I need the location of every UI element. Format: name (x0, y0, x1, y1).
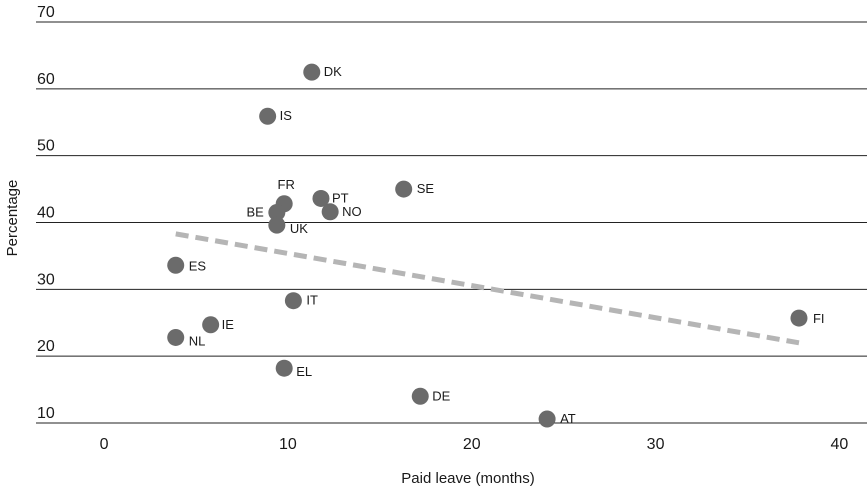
y-axis-title: Percentage (4, 180, 21, 257)
point-pt (312, 189, 330, 207)
point-label-at: AT (560, 411, 576, 426)
point-nl (167, 328, 185, 346)
point-uk (268, 216, 286, 234)
point-label-is: IS (280, 108, 293, 123)
point-ie (202, 316, 220, 334)
point-label-ie: IE (222, 317, 235, 332)
point-el (275, 359, 293, 377)
point-label-fr: FR (278, 177, 295, 192)
y-tick-label: 10 (37, 405, 55, 422)
y-tick-labels: 10 20 30 40 50 60 70 (37, 4, 55, 422)
point-dk (303, 63, 321, 81)
point-label-fi: FI (813, 311, 825, 326)
y-tick-label: 50 (37, 138, 55, 155)
point-label-es: ES (189, 258, 207, 273)
point-es (167, 256, 185, 274)
x-tick-label: 20 (463, 436, 481, 453)
x-tick-label: 0 (100, 436, 109, 453)
point-be (268, 203, 286, 221)
point-is (259, 107, 277, 125)
x-tick-label: 10 (279, 436, 297, 453)
y-tick-label: 70 (37, 4, 55, 21)
points-layer (167, 63, 808, 428)
point-it (284, 292, 302, 310)
point-no (321, 203, 339, 221)
grid-layer (36, 21, 867, 424)
point-label-be: BE (246, 204, 264, 219)
x-tick-label: 40 (831, 436, 849, 453)
y-tick-label: 20 (37, 338, 55, 355)
point-at (538, 410, 556, 428)
point-se (395, 180, 413, 198)
x-axis-title: Paid leave (months) (401, 470, 534, 487)
point-label-it: IT (306, 293, 318, 308)
trend-line (175, 231, 800, 346)
x-tick-labels: 0 10 20 30 40 (100, 436, 849, 453)
point-de (411, 387, 429, 405)
point-label-no: NO (342, 204, 362, 219)
y-tick-label: 60 (37, 71, 55, 88)
point-label-nl: NL (189, 333, 206, 348)
point-label-dk: DK (324, 64, 342, 79)
x-tick-label: 30 (647, 436, 665, 453)
point-label-pt: PT (332, 190, 349, 205)
y-tick-label: 30 (37, 271, 55, 288)
point-fi (790, 309, 808, 327)
y-tick-label: 40 (37, 205, 55, 222)
point-label-de: DE (432, 388, 450, 403)
point-label-se: SE (417, 181, 435, 196)
trend-layer (175, 231, 800, 346)
point-label-uk: UK (290, 221, 308, 236)
point-label-el: EL (296, 364, 312, 379)
